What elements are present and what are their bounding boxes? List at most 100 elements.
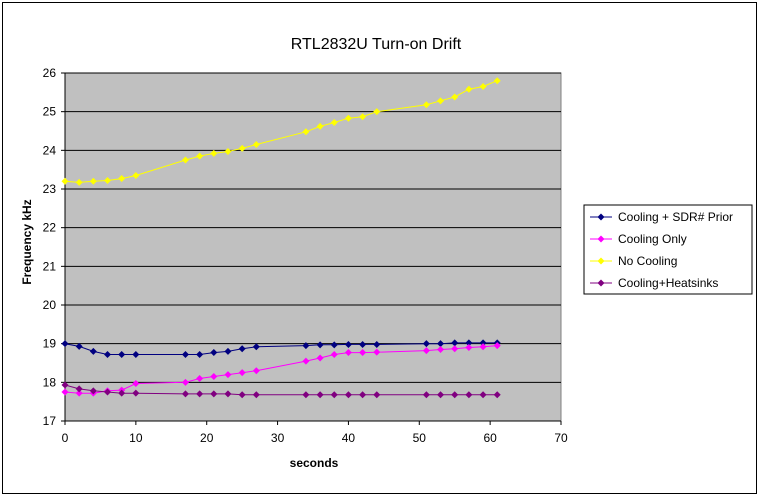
data-point — [316, 122, 324, 130]
x-tick-label: 60 — [483, 431, 497, 445]
legend-marker — [597, 213, 605, 221]
data-point — [451, 339, 459, 347]
data-point — [196, 350, 204, 358]
data-point — [118, 389, 126, 397]
data-point — [252, 367, 260, 375]
data-point — [252, 141, 260, 149]
data-point — [316, 354, 324, 362]
data-point — [252, 391, 260, 399]
data-point — [238, 369, 246, 377]
data-point — [451, 345, 459, 353]
data-point — [373, 340, 381, 348]
data-point — [359, 349, 367, 357]
data-point — [210, 349, 218, 357]
legend-item: Cooling Only — [590, 232, 687, 246]
y-tick-label: 23 — [43, 182, 57, 196]
data-point — [75, 342, 83, 350]
data-point — [132, 350, 140, 358]
data-point — [196, 374, 204, 382]
data-point — [330, 350, 338, 358]
legend-label: Cooling Only — [618, 232, 687, 246]
legend-label: Cooling + SDR# Prior — [618, 210, 733, 224]
data-point — [89, 177, 97, 185]
data-point — [493, 77, 501, 85]
data-point — [493, 391, 501, 399]
data-point — [479, 391, 487, 399]
data-point — [252, 343, 260, 351]
x-axis-label: seconds — [290, 456, 339, 470]
data-point — [61, 177, 69, 185]
data-point — [238, 144, 246, 152]
y-axis-label: Frequency kHz — [20, 199, 34, 284]
legend-marker — [597, 279, 605, 287]
data-point — [344, 340, 352, 348]
data-point — [118, 350, 126, 358]
data-point — [224, 347, 232, 355]
data-point — [373, 108, 381, 116]
data-point — [465, 391, 473, 399]
series-1 — [61, 342, 501, 397]
data-point — [437, 340, 445, 348]
data-point — [422, 340, 430, 348]
legend: Cooling + SDR# Prior Cooling Only No Cooli… — [583, 204, 753, 295]
data-point — [210, 149, 218, 157]
data-point — [344, 349, 352, 357]
data-point — [104, 388, 112, 396]
data-point — [210, 373, 218, 381]
data-point — [302, 342, 310, 350]
data-point — [302, 391, 310, 399]
data-point — [75, 178, 83, 186]
data-point — [238, 345, 246, 353]
data-point — [302, 128, 310, 136]
data-point — [132, 379, 140, 387]
x-tick-label: 0 — [62, 431, 69, 445]
legend-box — [583, 204, 753, 295]
x-tick-label: 50 — [413, 431, 427, 445]
x-tick-label: 30 — [271, 431, 285, 445]
x-tick-label: 10 — [129, 431, 143, 445]
data-point — [75, 389, 83, 397]
y-tick-label: 22 — [43, 221, 57, 235]
data-point — [132, 389, 140, 397]
data-point — [437, 345, 445, 353]
data-point — [359, 391, 367, 399]
data-point — [422, 391, 430, 399]
data-point — [465, 85, 473, 93]
data-point — [465, 344, 473, 352]
y-tick-label: 24 — [43, 143, 57, 157]
data-point — [451, 93, 459, 101]
x-tick-label: 20 — [200, 431, 214, 445]
data-point — [224, 147, 232, 155]
data-point — [61, 340, 69, 348]
legend-item: Cooling+Heatsinks — [590, 276, 718, 290]
data-point — [373, 348, 381, 356]
data-point — [479, 83, 487, 91]
data-point — [437, 97, 445, 105]
legend-label: No Cooling — [618, 254, 677, 268]
data-point — [373, 391, 381, 399]
data-point — [344, 391, 352, 399]
data-point — [465, 339, 473, 347]
data-point — [359, 340, 367, 348]
data-point — [61, 381, 69, 389]
data-point — [181, 378, 189, 386]
data-point — [479, 339, 487, 347]
data-point — [210, 390, 218, 398]
data-point — [132, 171, 140, 179]
y-tick-label: 19 — [43, 337, 57, 351]
data-point — [451, 391, 459, 399]
data-point — [330, 118, 338, 126]
data-point — [224, 390, 232, 398]
y-tick-label: 18 — [43, 375, 57, 389]
data-point — [437, 391, 445, 399]
x-tick-label: 40 — [342, 431, 356, 445]
y-tick-label: 26 — [43, 66, 57, 80]
data-point — [118, 175, 126, 183]
data-point — [89, 347, 97, 355]
data-point — [61, 388, 69, 396]
data-point — [479, 343, 487, 351]
axes: 17 18 19 20 21 22 23 24 25 26 0 10 20 30 40 50 60 70 — [43, 66, 568, 445]
data-point — [181, 350, 189, 358]
legend-label: Cooling+Heatsinks — [618, 276, 718, 290]
legend-item: No Cooling — [590, 254, 677, 268]
